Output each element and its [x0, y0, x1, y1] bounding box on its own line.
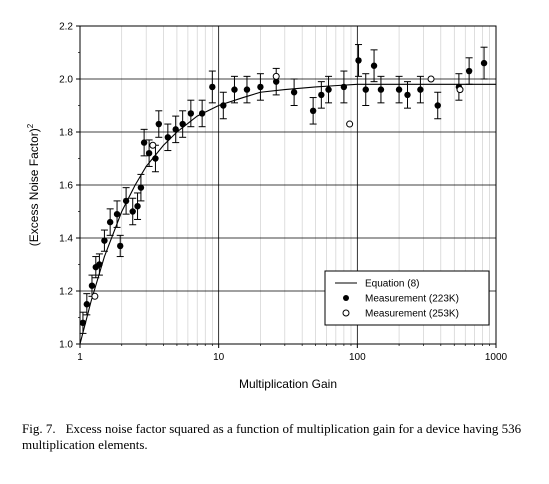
data-point-223k	[395, 86, 403, 93]
data-point-253k	[91, 292, 99, 300]
data-point-253k	[272, 72, 280, 80]
data-point-223k	[122, 197, 130, 205]
data-point-223k	[434, 102, 441, 109]
data-point-223k	[340, 83, 348, 91]
data-point-223k	[417, 86, 424, 93]
data-point-223k	[198, 110, 206, 117]
y-axis-label-superscript: 2	[26, 123, 35, 128]
data-point-223k	[273, 78, 280, 85]
data-point-223k	[129, 208, 136, 215]
legend-symbol-open-circle	[342, 309, 350, 317]
y-tick-label: 2.0	[59, 75, 73, 86]
data-point-223k	[88, 282, 96, 289]
data-point-223k	[325, 86, 332, 93]
data-point-223k	[231, 86, 238, 93]
figure-caption: Fig. 7. Excess noise factor squared as a …	[22, 421, 532, 453]
y-tick-label: 1.4	[59, 234, 73, 245]
y-tick-label: 1.0	[59, 340, 73, 351]
chart: 1 10 100 1000 1.0 1.2 1.4 1.6 1.8 2.0 2.2 Multipli…	[26, 22, 508, 392]
legend-box	[324, 270, 490, 326]
data-point-223k	[362, 86, 369, 93]
data-point-223k	[209, 83, 216, 91]
caption-figure-number: Fig. 7.	[22, 421, 56, 436]
data-point-223k	[106, 218, 114, 226]
data-point-223k	[318, 91, 325, 99]
x-tick-label: 10	[213, 352, 225, 363]
data-point-223k	[243, 86, 251, 93]
data-point-223k	[152, 155, 159, 162]
data-point-223k	[220, 102, 227, 109]
data-point-223k	[465, 67, 473, 75]
y-axis-label-main: (Excess Noise Factor)	[27, 128, 41, 246]
data-point-223k	[404, 91, 411, 99]
data-point-223k	[137, 184, 145, 191]
data-point-223k	[370, 62, 378, 69]
data-point-223k	[355, 57, 362, 64]
x-tick-label: 100	[349, 352, 366, 363]
y-tick-label: 1.2	[59, 287, 73, 298]
data-point-223k	[290, 89, 298, 96]
data-point-223k	[140, 139, 148, 146]
axis-ticks: 1 10 100 1000 1.0 1.2 1.4 1.6 1.8 2.0 2.2	[59, 22, 507, 364]
data-point-223k	[134, 203, 141, 210]
x-axis-label: Multiplication Gain	[239, 377, 337, 391]
data-point-223k	[164, 134, 172, 141]
data-point-253k	[456, 86, 464, 94]
data-point-223k	[101, 237, 108, 244]
legend-label-223k: Measurement (223K)	[365, 294, 459, 305]
data-point-223k	[83, 301, 91, 308]
legend: Equation (8) Measurement (223K) Measurem…	[324, 270, 490, 326]
data-points-layer	[79, 44, 488, 334]
data-point-223k	[377, 86, 385, 93]
legend-label-253k: Measurement (253K)	[365, 309, 459, 320]
y-tick-label: 1.8	[59, 128, 73, 139]
data-point-223k	[257, 83, 264, 91]
data-point-253k	[427, 75, 435, 83]
data-point-223k	[172, 126, 179, 133]
data-point-223k	[309, 107, 317, 115]
y-tick-label: 2.2	[59, 22, 73, 33]
data-point-223k	[145, 150, 153, 157]
data-point-223k	[79, 319, 87, 326]
legend-label-equation: Equation (8)	[365, 279, 419, 290]
x-tick-label: 1000	[485, 352, 508, 363]
data-point-253k	[346, 120, 354, 128]
data-point-223k	[117, 242, 124, 250]
data-point-223k	[187, 110, 195, 117]
caption-text: Excess noise factor squared as a functio…	[22, 421, 522, 452]
y-tick-label: 1.6	[59, 181, 73, 192]
data-point-253k	[149, 141, 157, 149]
x-tick-label: 1	[77, 352, 83, 363]
data-point-223k	[179, 120, 186, 128]
data-point-223k	[96, 261, 103, 268]
data-point-223k	[113, 210, 121, 218]
data-point-223k	[480, 59, 488, 67]
data-point-223k	[155, 120, 162, 128]
legend-symbol-filled-circle	[343, 295, 349, 301]
y-axis-label: (Excess Noise Factor)2	[26, 123, 41, 246]
